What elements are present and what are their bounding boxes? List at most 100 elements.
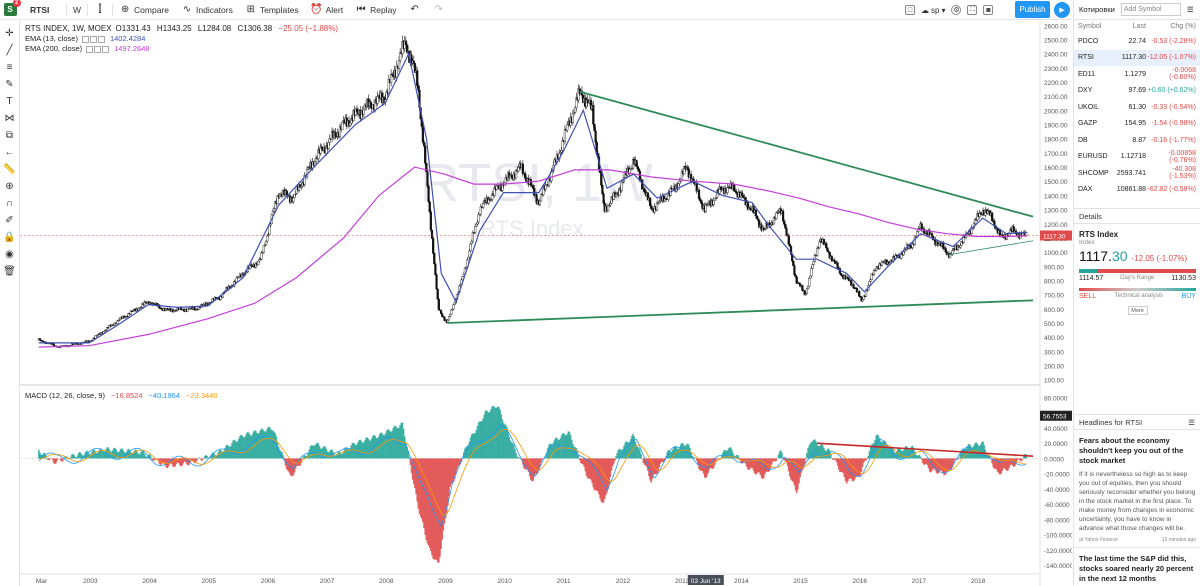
candle-body (320, 146, 323, 150)
templates-button[interactable]: ⊞ Templates (239, 0, 305, 20)
lock-icon[interactable]: 🔒 (3, 231, 16, 243)
legend-buttons[interactable] (86, 44, 110, 54)
play-button[interactable]: ▶ (1054, 2, 1070, 18)
macd-legend[interactable]: MACD (12, 26, close, 9) −16.8524 −40.196… (25, 391, 218, 400)
watchlist-change: -0.00858 (-0.76%) (1168, 149, 1196, 164)
watchlist-row[interactable]: PDCO 22.74 -0.53 (-2.28%) (1074, 33, 1200, 50)
candle-body (811, 264, 814, 269)
fib-icon[interactable]: ≡ (6, 61, 13, 73)
list-icon[interactable]: ☰ (1188, 417, 1195, 427)
brush-icon[interactable]: ✎ (5, 78, 14, 90)
watchlist-row[interactable]: UKOIL 61.30 -0.33 (-0.54%) (1074, 99, 1200, 116)
candle-body (341, 121, 344, 130)
watchlist-row[interactable]: DAX 10861.88 -62.82 (-0.58%) (1074, 182, 1200, 199)
trash-icon[interactable]: 🗑 (3, 265, 16, 277)
candle-body (699, 198, 702, 201)
measure-icon[interactable]: 📏 (3, 163, 16, 175)
eye-icon[interactable]: ◉ (5, 248, 14, 260)
watchlist-title[interactable]: Котировки (1079, 5, 1115, 14)
gear-icon[interactable] (89, 35, 97, 43)
prediction-icon[interactable]: ⧉ (5, 129, 14, 141)
eye-icon[interactable] (81, 35, 89, 43)
candle-body (428, 201, 431, 213)
interval-button[interactable]: W (73, 4, 82, 15)
column-chg[interactable]: Chg (%) (1170, 23, 1196, 30)
x-tick-label: 2010 (497, 578, 512, 585)
undo-button[interactable]: ↶ (403, 0, 427, 20)
layout-icon[interactable]: □ (905, 5, 915, 15)
macd-trendline (816, 442, 1034, 457)
macd-y-tick-label: 0.0000 (1044, 456, 1064, 463)
column-symbol[interactable]: Symbol (1078, 23, 1102, 30)
close-icon[interactable] (102, 45, 110, 53)
column-last[interactable]: Last (1132, 23, 1146, 30)
headline-source: at Yahoo Finance (1079, 537, 1118, 543)
replay-button[interactable]: ⏮ Replay (349, 0, 402, 20)
candle-body (303, 175, 306, 185)
crosshair-icon[interactable]: ✛ (5, 27, 14, 39)
watchlist-row[interactable]: SHCOMP 2593.741 -40.308 (-1.53%) (1074, 165, 1200, 182)
publish-button[interactable]: Publish (1015, 1, 1050, 18)
gear-icon[interactable] (94, 45, 102, 53)
ema13-legend[interactable]: EMA (13, close) 1402.4284 (25, 34, 342, 44)
candle-body (355, 108, 359, 112)
candle-body (422, 142, 426, 147)
stay-drawing-icon[interactable]: ✐ (5, 214, 14, 226)
candle-body (911, 243, 914, 248)
legend-buttons[interactable] (81, 34, 106, 44)
symbol-search[interactable]: RTSI (30, 4, 50, 15)
eye-icon[interactable] (86, 45, 94, 53)
headline-title[interactable]: The last time the S&P did this, stocks s… (1079, 554, 1194, 583)
candle-body (257, 260, 260, 266)
watchlist-row[interactable]: EURUSD 1.12718 -0.00858 (-0.76%) (1074, 149, 1200, 166)
candle-body (754, 209, 757, 217)
add-symbol-input[interactable]: Add Symbol (1120, 3, 1181, 16)
x-tick-label: 2007 (320, 578, 335, 585)
zoom-icon[interactable]: ⊕ (5, 180, 14, 192)
candle-body (783, 220, 786, 225)
x-tick-label: 2005 (202, 578, 217, 585)
ta-label[interactable]: Technical analysis (1114, 293, 1164, 299)
candle-body (467, 256, 470, 261)
indicators-button[interactable]: ∿ Indicators (175, 0, 239, 20)
divider (112, 3, 114, 16)
ema13-label: EMA (13, close) (25, 34, 78, 43)
more-button[interactable]: More (1127, 306, 1148, 315)
bar-style-button[interactable]: ⫿ (88, 0, 112, 20)
search-input[interactable]: ☁ sp ▾ (921, 6, 945, 15)
candle-body (449, 314, 452, 317)
alert-button[interactable]: ⏰ Alert (305, 0, 349, 20)
pattern-icon[interactable]: ⋈ (4, 112, 15, 124)
candle-body (833, 259, 836, 262)
chart-area[interactable]: RTSI, 1W RTS Index 100.00 200.00 300.00 400.0… (20, 21, 1072, 586)
macd-y-tick-label: -100.0000 (1044, 533, 1072, 540)
list-icon[interactable]: ☰ (1186, 5, 1194, 14)
candle-body (470, 241, 473, 244)
gear-icon[interactable]: ⚙ (951, 5, 962, 15)
fullscreen-icon[interactable]: ⛶ (967, 5, 978, 15)
watchlist-row[interactable]: RTSI 1117.30 -12.05 (-1.07%) (1074, 49, 1200, 66)
magnet-icon[interactable]: ∩ (5, 197, 14, 209)
day-range-bar (1079, 269, 1196, 273)
close-icon[interactable] (97, 35, 105, 43)
camera-icon[interactable]: ◙ (983, 5, 994, 15)
compare-button[interactable]: ⊕ Compare (113, 0, 175, 20)
range-label: Day's Range (1120, 275, 1155, 281)
candle-body (862, 295, 865, 300)
candle-body (479, 206, 482, 215)
text-icon[interactable]: T (6, 95, 13, 107)
watchlist-row[interactable]: GAZP 154.95 -1.54 (-0.98%) (1074, 116, 1200, 133)
candle-body (538, 200, 542, 205)
watchlist-row[interactable]: DB 8.87 -0.16 (-1.77%) (1074, 132, 1200, 149)
macd-line (38, 424, 1027, 527)
redo-button[interactable]: ↷ (427, 0, 451, 20)
watchlist-row[interactable]: DXY 97.69 +0.60 (+0.62%) (1074, 83, 1200, 100)
watchlist-row[interactable]: ED11 1.1279 -0.0068 (-0.60%) (1074, 66, 1200, 83)
replay-label: Replay (370, 4, 397, 15)
headline-title[interactable]: Fears about the economy shouldn't keep y… (1079, 436, 1184, 465)
arrow-left-icon[interactable]: ← (4, 146, 15, 158)
ema200-legend[interactable]: EMA (200, close) 1497.2648 (25, 44, 342, 54)
trendline-icon[interactable]: ╱ (6, 44, 13, 56)
